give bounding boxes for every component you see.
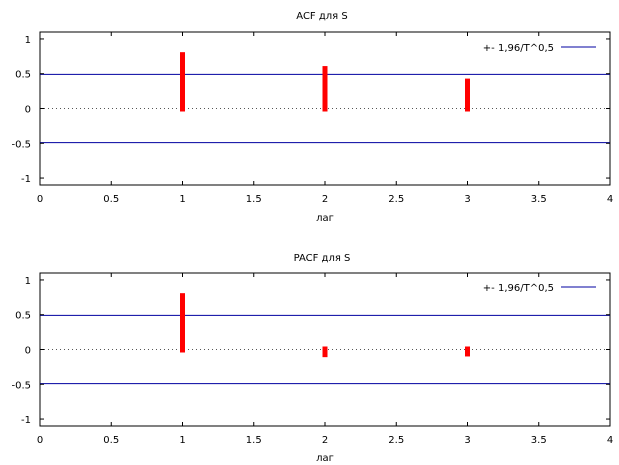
pacf-x-tick-label: 0: [37, 435, 43, 446]
pacf-y-tick-label: 0.5: [15, 311, 31, 322]
pacf-y-tick-label: -1: [21, 415, 31, 426]
pacf-bar-lag-2: [322, 346, 328, 358]
pacf-marks: 1 0.5 0 -0.5 -1 0 0.5 1 1.5 2 2.5 3 3.5 4: [11, 273, 613, 446]
acf-bar-lag-2: [322, 66, 328, 112]
acf-y-tick-label: -1: [21, 174, 31, 185]
acf-marks: 1 0.5 0 -0.5 -1 0 0.5 1 1.5 2 2.5 3 3.5 4: [11, 32, 613, 205]
acf-x-tick-label: 1.5: [246, 194, 262, 205]
pacf-x-tick-label: 2.5: [388, 435, 404, 446]
pacf-x-axis-label: лаг: [316, 453, 334, 464]
pacf-chart-title: PACF для S: [294, 253, 351, 264]
acf-y-tick-label: -0.5: [11, 139, 31, 150]
acf-x-tick-label: 3.5: [531, 194, 547, 205]
pacf-y-tick-label: -0.5: [11, 380, 31, 391]
pacf-y-tick-label: 0: [25, 346, 31, 357]
acf-x-axis-label: лаг: [316, 213, 334, 224]
acf-x-tick-label: 0.5: [103, 194, 119, 205]
pacf-x-tick-label: 1: [179, 435, 185, 446]
pacf-chart: PACF для S 10.50-0.5-10 0.5 1 1.5 2 2.5 3 3.5 4 …: [11, 253, 613, 464]
acf-x-tick-label: 2.5: [388, 194, 404, 205]
pacf-y-tick-label: 1: [25, 276, 31, 287]
acf-x-tick-label: 1: [179, 194, 185, 205]
acf-bar-lag-1: [180, 52, 185, 112]
acf-y-tick-label: 0.5: [15, 70, 31, 81]
acf-y-tick-label: 0: [25, 105, 31, 116]
acf-bar-lag-3: [465, 78, 470, 112]
pacf-x-tick-label: 3.5: [531, 435, 547, 446]
pacf-x-tick-label: 1.5: [246, 435, 262, 446]
acf-y-tick-label: 1: [25, 35, 31, 46]
acf-legend-label: +- 1,96/T^0,5: [483, 43, 554, 54]
pacf-bar-lag-1: [180, 293, 185, 353]
acf-x-tick-label: 4: [607, 194, 613, 205]
pacf-x-tick-label: 4: [607, 435, 613, 446]
pacf-x-tick-label: 2: [322, 435, 328, 446]
pacf-x-tick-label: 3: [464, 435, 470, 446]
pacf-bar-lag-3: [465, 346, 470, 357]
pacf-legend-label: +- 1,96/T^0,5: [483, 283, 554, 294]
acf-x-tick-label: 0: [37, 194, 43, 205]
acf-chart: ACF для S 1 0.5 0 -0.5 -1 0 0.5 1 1.5 2 2.5 3 3.5 4 +…: [11, 11, 613, 224]
acf-x-tick-label: 2: [322, 194, 328, 205]
acf-x-tick-label: 3: [464, 194, 470, 205]
pacf-x-tick-label: 0.5: [103, 435, 119, 446]
acf-chart-title: ACF для S: [296, 11, 347, 22]
